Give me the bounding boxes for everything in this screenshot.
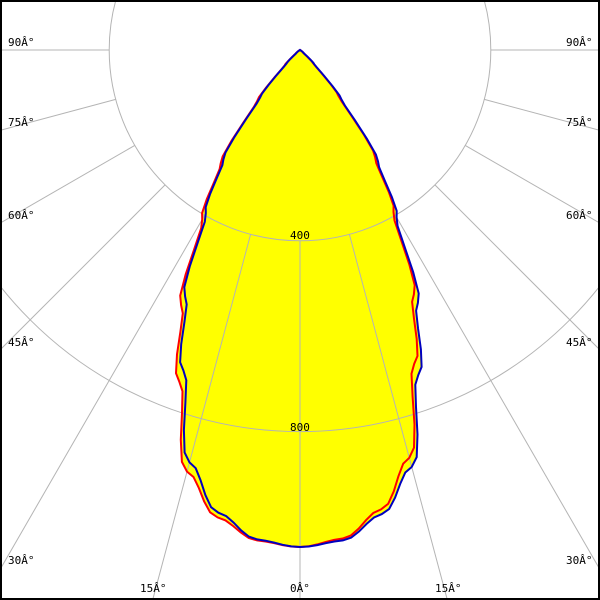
angle-label-90-right: 90Â° bbox=[566, 36, 593, 49]
angle-label-30-right: 30Â° bbox=[566, 554, 593, 567]
angle-label-0: 0Â° bbox=[290, 582, 310, 595]
angle-label-30-left: 30Â° bbox=[8, 554, 35, 567]
angle-label-75-right: 75Â° bbox=[566, 116, 593, 129]
series-fill-1 bbox=[180, 50, 422, 547]
grid-spoke--60 bbox=[0, 144, 136, 224]
angle-label-90-left: 90Â° bbox=[8, 36, 35, 49]
angle-label-45-left: 45Â° bbox=[8, 336, 35, 349]
series-line-1 bbox=[179, 48, 423, 549]
angle-label-15-right: 15Â° bbox=[435, 582, 462, 595]
angle-label-60-right: 60Â° bbox=[566, 209, 593, 222]
grid-spoke-60 bbox=[464, 144, 600, 224]
grid-spoke-45 bbox=[434, 184, 600, 351]
radial-label-400: 400 bbox=[290, 229, 310, 242]
fill-layer bbox=[176, 50, 422, 547]
angle-label-45-right: 45Â° bbox=[566, 336, 593, 349]
angle-label-60-left: 60Â° bbox=[8, 209, 35, 222]
angle-label-15-left: 15Â° bbox=[140, 582, 167, 595]
grid-spoke--30 bbox=[0, 214, 206, 570]
angle-label-75-left: 75Â° bbox=[8, 116, 35, 129]
label-layer: 90Â° 75Â° 60Â° 45Â° 30Â° 15Â° 0Â° 15Â° 3… bbox=[8, 36, 593, 595]
radial-label-800: 800 bbox=[290, 421, 310, 434]
curve-layer bbox=[174, 48, 423, 549]
grid-spoke--15 bbox=[152, 234, 252, 600]
grid-spoke-30 bbox=[394, 214, 600, 570]
grid-spoke-75 bbox=[484, 98, 600, 131]
grid-spoke--45 bbox=[0, 184, 166, 351]
grid-spoke-15 bbox=[348, 234, 448, 600]
grid-spoke--75 bbox=[0, 98, 116, 131]
